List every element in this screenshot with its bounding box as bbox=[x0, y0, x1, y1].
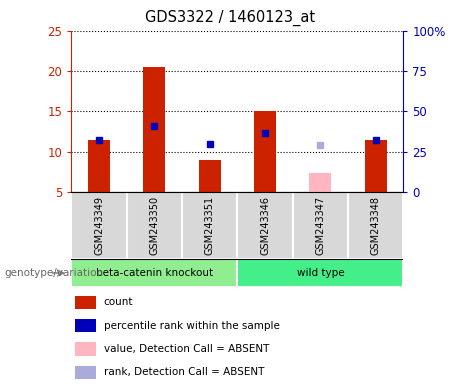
Text: count: count bbox=[104, 297, 133, 307]
Text: beta-catenin knockout: beta-catenin knockout bbox=[96, 268, 213, 278]
Text: GDS3322 / 1460123_at: GDS3322 / 1460123_at bbox=[145, 10, 316, 26]
Bar bbox=[237, 192, 293, 259]
Text: percentile rank within the sample: percentile rank within the sample bbox=[104, 321, 279, 331]
Bar bbox=[75, 343, 96, 356]
Bar bbox=[254, 111, 276, 192]
Bar bbox=[75, 319, 96, 332]
Text: genotype/variation: genotype/variation bbox=[5, 268, 104, 278]
Bar bbox=[365, 140, 387, 192]
Bar bbox=[237, 259, 403, 287]
Bar bbox=[309, 174, 331, 192]
Bar bbox=[75, 296, 96, 309]
Text: rank, Detection Call = ABSENT: rank, Detection Call = ABSENT bbox=[104, 367, 264, 377]
Text: GSM243348: GSM243348 bbox=[371, 196, 381, 255]
Bar bbox=[127, 192, 182, 259]
Text: GSM243346: GSM243346 bbox=[260, 196, 270, 255]
Bar bbox=[71, 259, 237, 287]
Text: GSM243349: GSM243349 bbox=[94, 196, 104, 255]
Text: wild type: wild type bbox=[296, 268, 344, 278]
Bar bbox=[293, 192, 348, 259]
Text: GSM243351: GSM243351 bbox=[205, 196, 215, 255]
Text: GSM243350: GSM243350 bbox=[149, 196, 160, 255]
Bar bbox=[143, 67, 165, 192]
Bar bbox=[88, 140, 110, 192]
Text: GSM243347: GSM243347 bbox=[315, 196, 325, 255]
Bar bbox=[199, 160, 221, 192]
Text: value, Detection Call = ABSENT: value, Detection Call = ABSENT bbox=[104, 344, 269, 354]
Bar bbox=[348, 192, 403, 259]
Bar bbox=[182, 192, 237, 259]
Bar bbox=[71, 192, 127, 259]
Bar bbox=[75, 366, 96, 379]
